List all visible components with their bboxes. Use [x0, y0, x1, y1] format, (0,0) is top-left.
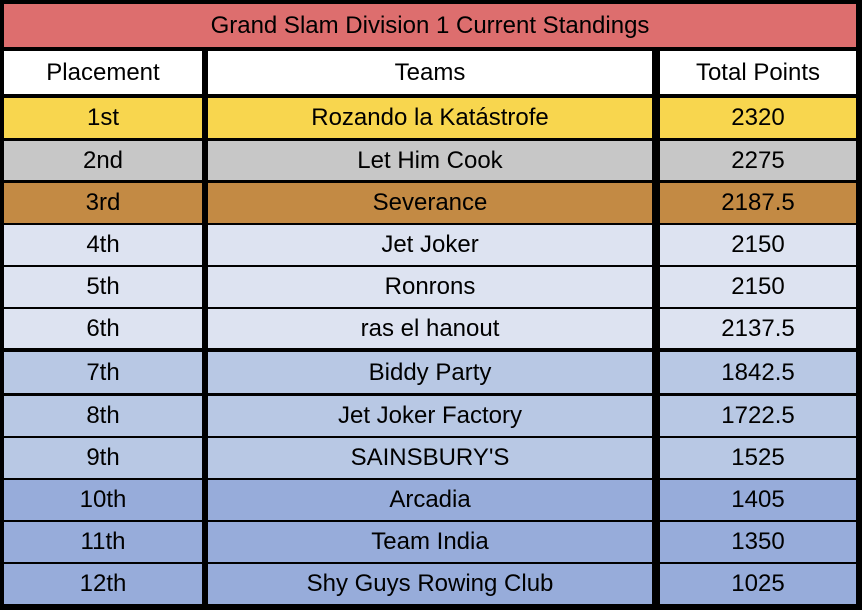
points-cell: 1525 [660, 438, 856, 478]
points-cell: 2275 [660, 141, 856, 180]
team-cell: Rozando la Katástrofe [208, 98, 652, 138]
table-row: 12th Shy Guys Rowing Club 1025 [4, 564, 856, 604]
placement-cell: 4th [4, 225, 202, 265]
table-title: Grand Slam Division 1 Current Standings [4, 4, 856, 47]
team-cell: Ronrons [208, 267, 652, 307]
header-teams: Teams [208, 51, 652, 94]
team-cell: Jet Joker [208, 225, 652, 265]
points-cell: 1722.5 [660, 396, 856, 436]
table-row: 5th Ronrons 2150 [4, 267, 856, 307]
points-cell: 2150 [660, 267, 856, 307]
table-row: 2nd Let Him Cook 2275 [4, 141, 856, 180]
table-row: 6th ras el hanout 2137.5 [4, 309, 856, 348]
header-placement: Placement [4, 51, 202, 94]
table-row: 7th Biddy Party 1842.5 [4, 352, 856, 393]
header-total-points: Total Points [660, 51, 856, 94]
table-row: 11th Team India 1350 [4, 522, 856, 562]
team-cell: Severance [208, 183, 652, 223]
placement-cell: 8th [4, 396, 202, 436]
points-cell: 1405 [660, 480, 856, 520]
points-cell: 2187.5 [660, 183, 856, 223]
placement-cell: 5th [4, 267, 202, 307]
table-row: 4th Jet Joker 2150 [4, 225, 856, 265]
header-row: Placement Teams Total Points [4, 51, 856, 94]
placement-cell: 1st [4, 98, 202, 138]
team-cell: Team India [208, 522, 652, 562]
team-cell: Jet Joker Factory [208, 396, 652, 436]
points-cell: 2320 [660, 98, 856, 138]
placement-cell: 10th [4, 480, 202, 520]
placement-cell: 6th [4, 309, 202, 348]
points-cell: 2150 [660, 225, 856, 265]
table-row: 3rd Severance 2187.5 [4, 183, 856, 223]
table-row: 8th Jet Joker Factory 1722.5 [4, 396, 856, 436]
placement-cell: 12th [4, 564, 202, 604]
points-cell: 2137.5 [660, 309, 856, 348]
team-cell: Shy Guys Rowing Club [208, 564, 652, 604]
team-cell: SAINSBURY'S [208, 438, 652, 478]
points-cell: 1842.5 [660, 352, 856, 393]
points-cell: 1350 [660, 522, 856, 562]
team-cell: Biddy Party [208, 352, 652, 393]
team-cell: Let Him Cook [208, 141, 652, 180]
placement-cell: 3rd [4, 183, 202, 223]
team-cell: ras el hanout [208, 309, 652, 348]
points-cell: 1025 [660, 564, 856, 604]
table-row: 9th SAINSBURY'S 1525 [4, 438, 856, 478]
placement-cell: 11th [4, 522, 202, 562]
table-row: 1st Rozando la Katástrofe 2320 [4, 98, 856, 138]
placement-cell: 9th [4, 438, 202, 478]
table-row: 10th Arcadia 1405 [4, 480, 856, 520]
team-cell: Arcadia [208, 480, 652, 520]
placement-cell: 7th [4, 352, 202, 393]
placement-cell: 2nd [4, 141, 202, 180]
